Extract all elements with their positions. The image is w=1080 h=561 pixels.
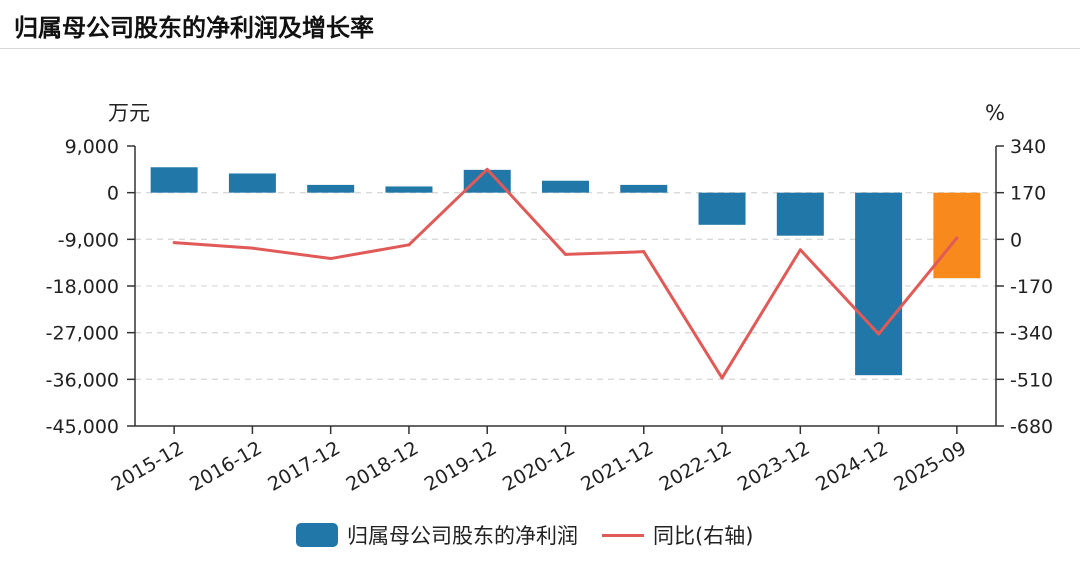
bar-2019-12 xyxy=(463,169,511,193)
left-tick-label: 0 xyxy=(107,183,119,205)
title-divider xyxy=(0,48,1080,49)
bar-2022-12 xyxy=(698,192,746,225)
yoy-point-2022-12 xyxy=(720,376,724,380)
combo-chart: 万元 % 9,000 340 0 170 -9,000 0 -18,000 -170 -27,0… xyxy=(46,101,1053,496)
x-tick-label: 2023-12 xyxy=(734,437,814,496)
bar-series xyxy=(150,167,981,376)
bar-2020-12 xyxy=(542,180,589,193)
x-tick-label: 2018-12 xyxy=(342,437,422,496)
legend-line-label: 同比(右轴) xyxy=(653,524,754,548)
chart-title: 归属母公司股东的净利润及增长率 xyxy=(14,14,374,42)
left-tick-label: -27,000 xyxy=(46,323,119,345)
yoy-point-2021-12 xyxy=(642,250,646,254)
bar-2018-12 xyxy=(385,186,433,193)
legend-item-bar[interactable]: 归属母公司股东的净利润 xyxy=(296,520,578,550)
yoy-point-2019-12 xyxy=(485,167,489,171)
yoy-point-2018-12 xyxy=(407,243,411,247)
x-tick-label: 2024-12 xyxy=(812,437,892,496)
right-tick-label: -510 xyxy=(1010,369,1053,391)
bar-2024-12 xyxy=(855,192,903,376)
bar-2025-09 xyxy=(933,192,981,279)
yoy-point-2023-12 xyxy=(798,248,802,252)
yoy-line xyxy=(174,167,959,380)
right-tick-label: -340 xyxy=(1010,323,1053,345)
yoy-point-2017-12 xyxy=(329,257,333,261)
left-tick-label: 9,000 xyxy=(65,136,119,158)
right-tick-label: 340 xyxy=(1010,136,1046,158)
x-tick-label: 2019-12 xyxy=(421,437,501,496)
x-tick-label: 2016-12 xyxy=(186,437,266,496)
left-tick-label: -45,000 xyxy=(46,416,119,438)
right-tick-label: -170 xyxy=(1010,276,1053,298)
legend-item-line[interactable]: 同比(右轴) xyxy=(602,520,753,550)
right-tick-label: 0 xyxy=(1010,229,1022,251)
x-tick-label: 2021-12 xyxy=(577,437,657,496)
left-axis-unit: 万元 xyxy=(108,101,150,125)
x-tick-label: 2025-09 xyxy=(890,437,970,496)
right-axis-unit: % xyxy=(985,101,1005,125)
bar-2017-12 xyxy=(307,184,355,193)
legend-line-swatch xyxy=(602,533,644,537)
legend-bar-label: 归属母公司股东的净利润 xyxy=(347,524,578,548)
legend-bar-swatch xyxy=(296,523,338,547)
left-tick-label: -9,000 xyxy=(58,229,119,251)
left-tick-label: -18,000 xyxy=(46,276,119,298)
legend: 归属母公司股东的净利润 同比(右轴) xyxy=(296,520,777,550)
right-tick-label: 170 xyxy=(1010,183,1046,205)
yoy-point-2024-12 xyxy=(877,332,881,336)
bar-2023-12 xyxy=(776,192,824,236)
x-tick-label: 2015-12 xyxy=(108,437,188,496)
yoy-point-2015-12 xyxy=(172,241,176,245)
right-tick-label: -680 xyxy=(1010,416,1053,438)
x-tick-label: 2022-12 xyxy=(656,437,736,496)
x-tick-label: 2017-12 xyxy=(264,437,344,496)
bar-2015-12 xyxy=(150,167,198,193)
yoy-point-2016-12 xyxy=(250,246,254,250)
left-tick-label: -36,000 xyxy=(46,369,119,391)
grid-lines xyxy=(135,192,996,380)
bar-2016-12 xyxy=(228,173,276,193)
yoy-point-2025-09 xyxy=(955,236,959,240)
yoy-point-2020-12 xyxy=(564,252,567,256)
x-tick-label: 2020-12 xyxy=(499,437,579,496)
line-series xyxy=(172,167,959,380)
bar-2021-12 xyxy=(620,184,668,193)
